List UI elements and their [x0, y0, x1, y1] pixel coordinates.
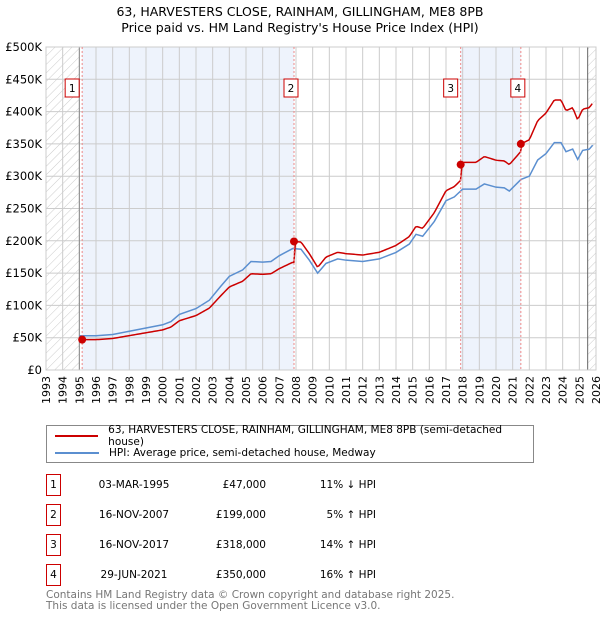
- x-tick-label: 2000: [157, 376, 170, 404]
- sale-point: [78, 335, 87, 344]
- y-tick-label: £150K: [5, 266, 42, 280]
- x-tick-label: 2013: [373, 376, 386, 404]
- x-tick-label: 1994: [57, 376, 70, 404]
- y-tick-label: £400K: [5, 105, 42, 119]
- footer-licence: This data is licensed under the Open Gov…: [46, 600, 381, 612]
- y-tick-label: £300K: [5, 169, 42, 183]
- sale-label-box: [64, 78, 80, 98]
- x-tick-label: 1996: [90, 376, 103, 404]
- sale-number: 1: [46, 474, 61, 496]
- sale-date: 16-NOV-2017: [98, 539, 170, 551]
- x-tick-label: 2002: [190, 376, 203, 404]
- y-tick-label: £200K: [5, 234, 42, 248]
- y-tick-label: £450K: [5, 72, 42, 86]
- sale-label-box: [283, 78, 299, 98]
- x-tick-label: 2018: [457, 376, 470, 404]
- sale-label: 4: [514, 83, 521, 95]
- x-tick-label: 2011: [340, 376, 353, 404]
- x-tick-label: 2003: [207, 376, 220, 404]
- hpi-line: [79, 141, 594, 337]
- legend: 63, HARVESTERS CLOSE, RAINHAM, GILLINGHA…: [46, 424, 534, 463]
- y-tick-label: £0: [27, 363, 42, 377]
- sale-date: 29-JUN-2021: [100, 569, 168, 581]
- x-tick-label: 2009: [307, 376, 320, 404]
- sale-date: 16-NOV-2007: [98, 509, 170, 521]
- y-tick-label: £100K: [5, 298, 42, 312]
- sale-price: £350,000: [215, 569, 266, 581]
- sale-hpi-delta: 5% ↑ HPI: [326, 509, 376, 521]
- sale-point: [516, 139, 525, 148]
- sale-point: [456, 160, 465, 169]
- y-tick-label: £350K: [5, 137, 42, 151]
- sale-label: 3: [447, 83, 454, 95]
- x-tick-label: 1998: [123, 376, 136, 404]
- x-tick-label: 2025: [573, 376, 586, 404]
- sale-hpi-delta: 16% ↑ HPI: [319, 569, 376, 581]
- x-tick-label: 2016: [423, 376, 436, 404]
- x-tick-label: 2017: [440, 376, 453, 404]
- y-tick-label: £500K: [5, 40, 42, 54]
- x-tick-label: 2024: [557, 376, 570, 404]
- price-legend-label: 63, HARVESTERS CLOSE, RAINHAM, GILLINGHA…: [108, 424, 502, 448]
- x-tick-label: 1995: [73, 376, 86, 404]
- x-tick-label: 2022: [523, 376, 536, 404]
- sale-number: 4: [46, 564, 61, 586]
- sale-label-box: [510, 78, 526, 98]
- footer-copyright: Contains HM Land Registry data © Crown c…: [46, 589, 455, 601]
- plot-frame: [45, 46, 597, 371]
- price-paid-line: [82, 99, 593, 341]
- y-tick-label: £250K: [5, 202, 42, 216]
- x-tick-label: 2008: [290, 376, 303, 404]
- sale-price: £199,000: [215, 509, 266, 521]
- hpi-legend-swatch: [55, 452, 99, 454]
- x-tick-label: 1997: [107, 376, 120, 404]
- sale-price: £47,000: [222, 479, 266, 491]
- x-tick-label: 2001: [173, 376, 186, 404]
- x-tick-label: 1999: [140, 376, 153, 404]
- x-tick-label: 2020: [490, 376, 503, 404]
- sale-point: [290, 237, 298, 246]
- hpi-legend-label: HPI: Average price, semi-detached house,…: [109, 447, 376, 459]
- sale-label: 1: [69, 83, 76, 95]
- sale-date: 03-MAR-1995: [98, 479, 170, 491]
- x-tick-label: 2007: [273, 376, 286, 404]
- x-tick-label: 2021: [507, 376, 520, 404]
- x-tick-label: 2015: [407, 376, 420, 404]
- sale-label: 2: [288, 83, 295, 95]
- x-tick-label: 1993: [40, 376, 53, 404]
- x-tick-label: 2019: [473, 376, 486, 404]
- sale-label-box: [443, 78, 459, 98]
- x-tick-label: 2004: [223, 376, 236, 404]
- price-legend-swatch: [55, 435, 99, 437]
- x-tick-label: 2012: [357, 376, 370, 404]
- chart-title: 63, HARVESTERS CLOSE, RAINHAM, GILLINGHA…: [116, 4, 484, 19]
- sale-row: 3 16-NOV-2017 £318,000 14% ↑ HPI: [46, 534, 546, 556]
- x-tick-label: 2010: [323, 376, 336, 404]
- sale-row: 2 16-NOV-2007 £199,000 5% ↑ HPI: [46, 504, 546, 526]
- sale-number: 2: [46, 504, 61, 526]
- x-tick-label: 2005: [240, 376, 253, 404]
- sale-row: 4 29-JUN-2021 £350,000 16% ↑ HPI: [46, 564, 546, 586]
- sale-row: 1 03-MAR-1995 £47,000 11% ↓ HPI: [46, 474, 546, 496]
- x-tick-label: 2026: [590, 376, 600, 404]
- sale-hpi-delta: 11% ↓ HPI: [319, 479, 376, 491]
- y-tick-label: £50K: [13, 331, 43, 345]
- x-tick-label: 2023: [540, 376, 553, 404]
- x-tick-label: 2006: [257, 376, 270, 404]
- sale-price: £318,000: [215, 539, 266, 551]
- sale-hpi-delta: 14% ↑ HPI: [319, 539, 376, 551]
- price-chart: 1993 1994 1995 1996 1997 1998 1999 2000 2001 2002…: [5, 40, 600, 404]
- chart-subtitle: Price paid vs. HM Land Registry's House …: [121, 20, 479, 35]
- x-tick-label: 2014: [390, 376, 403, 404]
- sale-number: 3: [46, 534, 61, 556]
